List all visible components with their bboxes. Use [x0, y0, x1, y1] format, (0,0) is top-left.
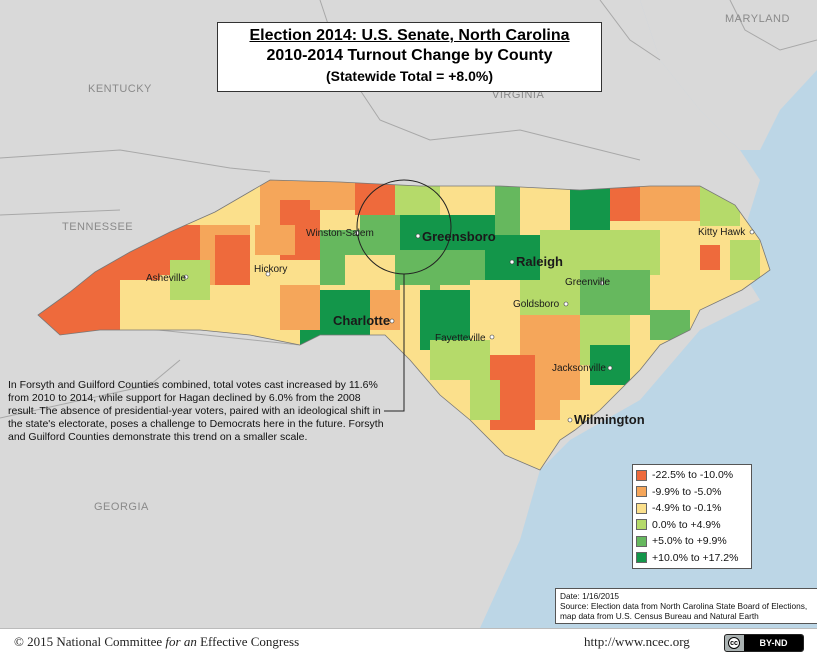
city-dots — [183, 229, 755, 423]
state-label-virginia: VIRGINIA — [492, 89, 544, 101]
city-label-hickory: Hickory — [254, 264, 287, 275]
legend-swatch — [636, 519, 647, 531]
city-label-asheville: Asheville — [146, 273, 186, 284]
legend-swatch — [636, 486, 647, 498]
state-label-kentucky: KENTUCKY — [88, 83, 152, 95]
city-label-fayetteville: Fayetteville — [435, 333, 486, 344]
legend-item: -4.9% to -0.1% — [636, 500, 748, 517]
legend-label: +5.0% to +9.9% — [652, 535, 727, 548]
city-label-kitty-hawk: Kitty Hawk — [698, 227, 746, 238]
map-subtitle: 2010-2014 Turnout Change by County — [266, 47, 553, 64]
legend-swatch — [636, 552, 647, 564]
legend-label: -22.5% to -10.0% — [652, 469, 734, 482]
city-label-greenville: Greenville — [565, 277, 610, 288]
footer-url-link[interactable]: http://www.ncec.org — [584, 634, 690, 649]
legend-swatch — [636, 469, 647, 481]
legend-label: -4.9% to -0.1% — [652, 502, 722, 515]
source-text: Source: Election data from North Carolin… — [560, 601, 808, 621]
legend-item: -22.5% to -10.0% — [636, 467, 748, 484]
legend-item: +5.0% to +9.9% — [636, 533, 748, 550]
map-title: Election 2014: U.S. Senate, North Caroli… — [249, 27, 570, 44]
statewide-total: (Statewide Total = +8.0%) — [325, 68, 493, 84]
license-label: BY-ND — [744, 635, 803, 651]
legend-swatch — [636, 535, 647, 547]
city-label-goldsboro: Goldsboro — [513, 299, 560, 310]
callout-leader — [384, 274, 405, 412]
footer-copyright: © 2015 National Committee for an Effecti… — [14, 634, 299, 650]
legend-label: +10.0% to +17.2% — [652, 551, 739, 564]
legend-label: 0.0% to +4.9% — [652, 518, 721, 531]
legend-label: -9.9% to -5.0% — [652, 485, 722, 498]
cc-license-badge[interactable]: cc BY-ND — [724, 634, 804, 652]
city-label-wilmington: Wilmington — [574, 412, 645, 427]
upper-land — [640, 0, 817, 150]
source-date: Date: 1/16/2015 — [560, 591, 620, 601]
city-label-charlotte: Charlotte — [333, 313, 390, 328]
state-borders — [0, 0, 817, 419]
title-box: Election 2014: U.S. Senate, North Caroli… — [217, 22, 602, 92]
legend-item: +10.0% to +17.2% — [636, 550, 748, 567]
map-area: KENTUCKY VIRGINIA MARYLAND TENNESSEE GEO… — [0, 0, 817, 628]
state-label-tennessee: TENNESSEE — [62, 221, 133, 233]
legend-item: -9.9% to -5.0% — [636, 484, 748, 501]
state-label-georgia: GEORGIA — [94, 501, 149, 513]
source-box: Date: 1/16/2015 Source: Election data fr… — [555, 588, 817, 624]
legend-item: 0.0% to +4.9% — [636, 517, 748, 534]
nc-outline — [37, 179, 771, 471]
footer: © 2015 National Committee for an Effecti… — [0, 628, 817, 655]
state-label-maryland: MARYLAND — [725, 13, 790, 25]
copyright-italic: for an — [165, 634, 197, 649]
copyright-text: © 2015 National Committee — [14, 634, 166, 649]
legend-swatch — [636, 502, 647, 514]
city-label-winston-salem: Winston-Salem — [306, 228, 374, 239]
city-label-raleigh: Raleigh — [516, 254, 563, 269]
legend: -22.5% to -10.0% -9.9% to -5.0% -4.9% to… — [632, 464, 752, 569]
annotation-text: In Forsyth and Guilford Counties combine… — [8, 379, 384, 443]
city-label-greensboro: Greensboro — [422, 229, 496, 244]
cc-icon: cc — [728, 637, 740, 649]
map-canvas: KENTUCKY VIRGINIA MARYLAND TENNESSEE GEO… — [0, 0, 817, 628]
copyright-end: Effective Congress — [196, 634, 300, 649]
city-label-jacksonville: Jacksonville — [552, 363, 606, 374]
